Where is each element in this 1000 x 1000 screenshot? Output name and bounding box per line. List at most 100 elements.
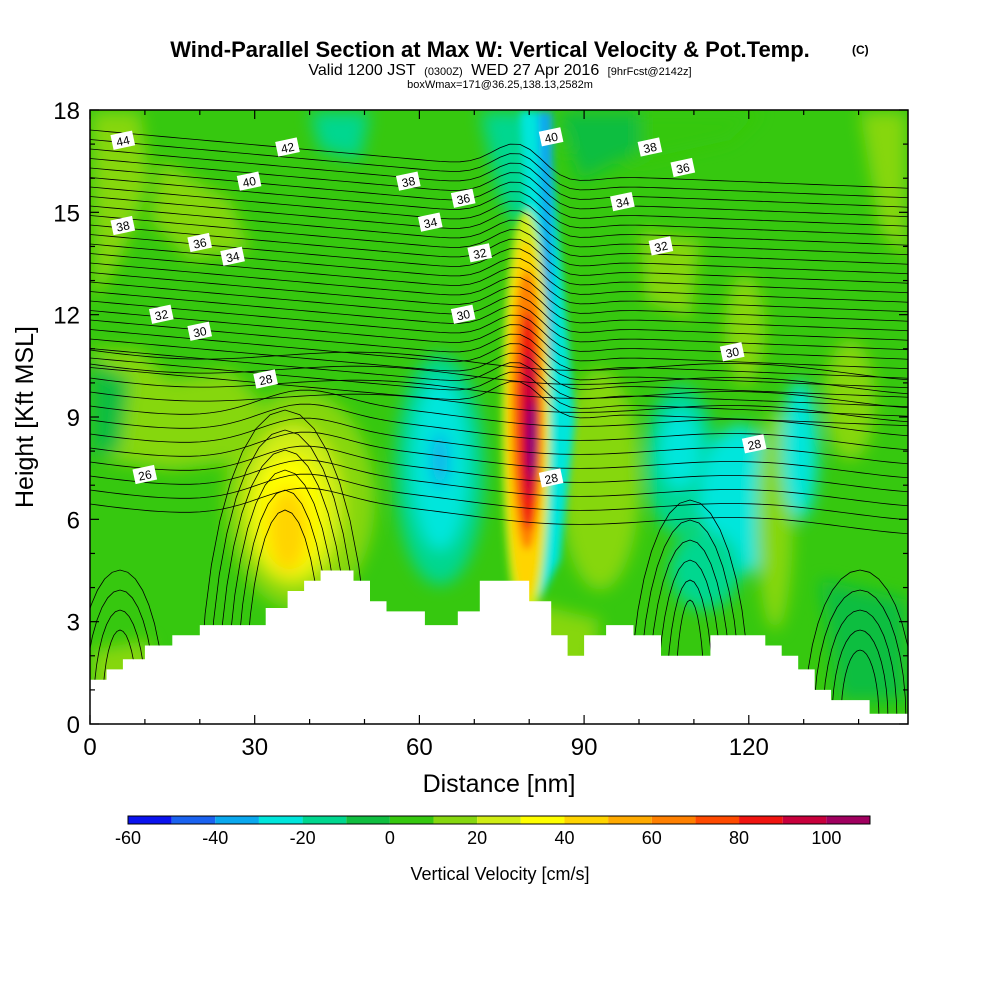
colorbar-label: 40 xyxy=(554,828,574,848)
theta-isoline xyxy=(90,281,908,341)
x-tick-label: 0 xyxy=(83,734,96,761)
theta-isoline xyxy=(647,539,733,721)
theta-isoline xyxy=(90,177,908,237)
colorbar-label: 100 xyxy=(811,828,841,848)
colorbar-title: Vertical Velocity [cm/s] xyxy=(410,864,589,884)
contour-label: 28 xyxy=(253,369,278,389)
downdraft-core xyxy=(782,380,818,520)
theta-isoline xyxy=(90,253,908,313)
contour-label: 34 xyxy=(417,212,443,232)
x-axis-label: Distance [nm] xyxy=(423,770,576,798)
x-tick-label: 30 xyxy=(241,734,268,761)
contour-label-text: 28 xyxy=(746,436,762,453)
theta-isoline xyxy=(90,459,908,507)
contour-label: 38 xyxy=(395,171,421,191)
contour-label: 30 xyxy=(450,304,476,324)
y-tick-label: 9 xyxy=(67,405,80,432)
theta-isoline xyxy=(90,186,908,246)
colorbar-swatch xyxy=(171,816,216,824)
chart-subtitle: Valid 1200 JST (0300Z) WED 27 Apr 2016 [… xyxy=(308,62,691,79)
subtitle-zulu: (0300Z) xyxy=(424,66,463,78)
contour-label-text: 36 xyxy=(192,235,208,252)
theta-isoline xyxy=(90,319,908,379)
x-tick-label: 60 xyxy=(406,734,433,761)
theta-isoline xyxy=(90,417,908,465)
contour-label: 32 xyxy=(467,243,493,263)
theta-isoline xyxy=(822,609,898,721)
contour-label: 36 xyxy=(450,188,476,208)
theta-isoline xyxy=(90,348,908,408)
theta-isoline xyxy=(90,403,908,451)
downdraft-core xyxy=(432,432,448,488)
contour-label-text: 28 xyxy=(543,471,559,488)
colorbar-label: 60 xyxy=(642,828,662,848)
theta-isoline xyxy=(90,473,908,521)
theta-isoline xyxy=(90,338,908,398)
colorbar-swatch xyxy=(826,816,870,824)
colorbar-label: -20 xyxy=(290,828,316,848)
contour-label: 26 xyxy=(132,464,158,485)
contour-label-text: 32 xyxy=(154,307,170,324)
contour-label-text: 30 xyxy=(455,307,471,324)
theta-isoline xyxy=(90,300,908,360)
colorbar-swatch xyxy=(608,816,652,824)
theta-isoline xyxy=(90,310,908,370)
updraft-patch xyxy=(860,112,906,260)
theta-isoline xyxy=(90,234,908,294)
colorbar-swatch xyxy=(128,816,172,824)
x-tick-label: 90 xyxy=(571,734,598,761)
theta-isoline xyxy=(90,391,908,423)
theta-isoline xyxy=(90,196,908,256)
y-axis-label: Height [Kft MSL] xyxy=(11,326,39,508)
subtitle-date: WED 27 Apr 2016 xyxy=(471,62,599,79)
colorbar-swatch xyxy=(215,816,259,824)
subtitle-valid: Valid 1200 JST xyxy=(308,62,416,79)
contour-label: 32 xyxy=(648,236,674,256)
downdraft-core xyxy=(660,410,700,490)
contour-label-text: 34 xyxy=(225,249,241,266)
contour-label: 28 xyxy=(538,468,564,488)
terrain-mask xyxy=(90,570,908,724)
y-tick-label: 12 xyxy=(53,303,80,330)
colorbar-swatch xyxy=(346,816,390,824)
downdraft-top xyxy=(310,112,370,160)
theta-isoline xyxy=(90,357,908,417)
theta-isoline xyxy=(90,329,908,389)
downdraft-band xyxy=(538,112,553,360)
theta-isoline xyxy=(90,272,908,332)
colorbar-swatch xyxy=(520,816,565,824)
chart-title-mark: (C) xyxy=(852,43,869,57)
colorbar-swatch xyxy=(477,816,521,824)
subtitle-forecast: [9hrFcst@2142z] xyxy=(608,66,692,78)
theta-isoline xyxy=(90,262,908,322)
contour-label-text: 38 xyxy=(401,174,417,191)
updraft-patch xyxy=(825,340,875,460)
theta-isoline xyxy=(638,519,742,721)
contour-label-text: 28 xyxy=(258,372,274,389)
x-tick-label: 120 xyxy=(729,734,769,761)
plot-area: 26 28 30 30 30 32 32 32 34 34 34 36 36 36 38 38 38 40 40 42… xyxy=(90,110,908,724)
theta-isoline xyxy=(90,129,908,189)
colorbar-swatch xyxy=(739,816,783,824)
contour-label-text: 40 xyxy=(543,129,559,146)
contour-label: 36 xyxy=(187,232,213,253)
contour-label: 38 xyxy=(637,137,663,157)
updraft-core xyxy=(268,488,308,572)
contour-label-text: 34 xyxy=(423,215,439,232)
chart-subtitle-box: boxWmax=171@36.25,138.13,2582m xyxy=(407,79,593,91)
contour-label: 34 xyxy=(220,246,245,266)
chart-title: Wind-Parallel Section at Max W: Vertical… xyxy=(170,37,810,62)
contour-label: 40 xyxy=(236,171,262,191)
contour-label-text: 26 xyxy=(137,467,153,484)
contour-label-text: 32 xyxy=(472,245,488,262)
contour-label-text: 38 xyxy=(642,140,658,157)
contour-label-text: 40 xyxy=(241,174,257,191)
contour-label-text: 38 xyxy=(115,218,131,235)
contour-label-text: 42 xyxy=(280,140,296,157)
contour-label-text: 34 xyxy=(615,194,631,211)
downdraft-patch xyxy=(92,360,130,460)
y-tick-label: 6 xyxy=(67,507,80,534)
contour-label: 38 xyxy=(110,215,136,236)
